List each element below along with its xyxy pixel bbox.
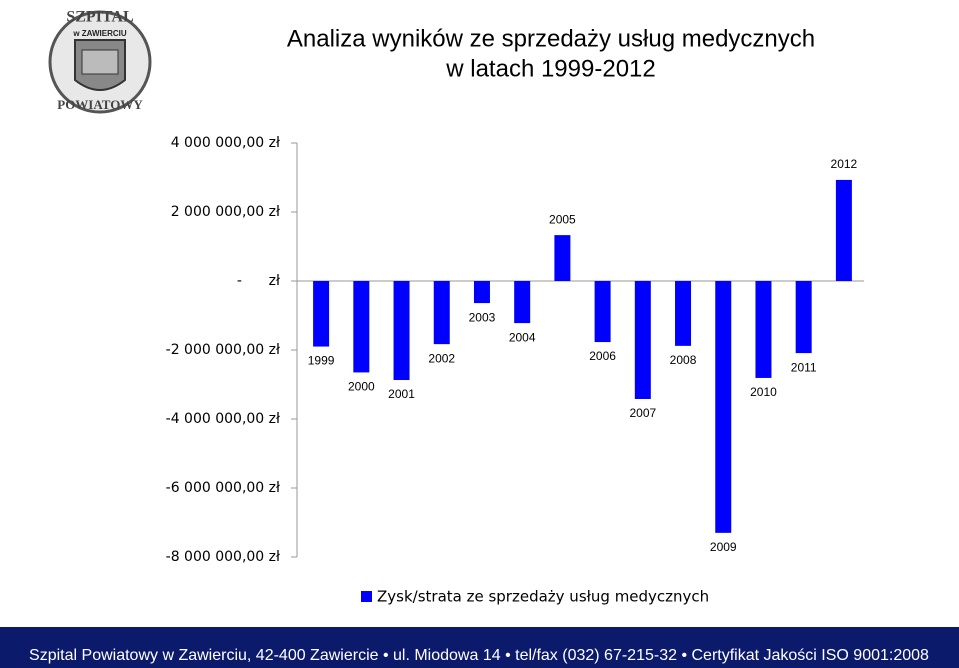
logo-tower (81, 49, 119, 75)
bar (594, 281, 611, 343)
bar (835, 179, 852, 281)
data-label: 1999 (308, 354, 335, 368)
data-label: 2012 (831, 157, 858, 171)
logo-bottom: POWIATOWY (57, 97, 143, 112)
y-tick-label: 4 000 000,00 zł (171, 135, 280, 151)
y-tick-label: -6 000 000,00 zł (166, 480, 280, 496)
bar (393, 281, 410, 381)
data-label: 2006 (589, 349, 616, 363)
logo-top: SZPITAL (66, 9, 133, 26)
chart-title: Analiza wyników ze sprzedaży usług medyc… (287, 25, 815, 52)
y-tick-label: - zł (237, 273, 280, 289)
y-tick-label: -4 000 000,00 zł (166, 411, 280, 427)
data-label: 2003 (469, 310, 496, 324)
y-tick-label: 2 000 000,00 zł (171, 204, 280, 220)
logo-middle: w ZAWIERCIU (72, 29, 127, 38)
bar (675, 281, 692, 346)
bar (715, 281, 732, 533)
data-label: 2004 (509, 330, 536, 344)
data-label: 2002 (428, 351, 455, 365)
legend-label: Zysk/strata ze sprzedaży usług medycznyc… (377, 588, 709, 606)
data-label: 2005 (549, 212, 576, 226)
y-tick-label: -2 000 000,00 zł (166, 342, 280, 358)
data-label: 2000 (348, 380, 375, 394)
bar (634, 281, 651, 399)
bar (514, 281, 531, 324)
bar (473, 281, 490, 304)
data-label: 2008 (670, 353, 697, 367)
data-label: 2010 (750, 385, 777, 399)
bar (795, 281, 812, 354)
bar (313, 281, 330, 347)
footer-text: Szpital Powiatowy w Zawierciu, 42-400 Za… (29, 647, 929, 664)
data-label: 2009 (710, 540, 737, 554)
y-tick-label: -8 000 000,00 zł (166, 549, 280, 565)
footer-bar (0, 627, 959, 668)
bar (554, 235, 571, 281)
bar (353, 281, 370, 373)
logo: SZPITAL w ZAWIERCIU POWIATOWY (48, 9, 152, 114)
bar (755, 281, 772, 378)
data-label: 2007 (629, 406, 656, 420)
bar (433, 281, 450, 345)
data-label: 2001 (388, 387, 415, 401)
chart-title: w latach 1999-2012 (445, 55, 655, 82)
legend-swatch (361, 591, 372, 602)
data-label: 2011 (791, 360, 817, 374)
